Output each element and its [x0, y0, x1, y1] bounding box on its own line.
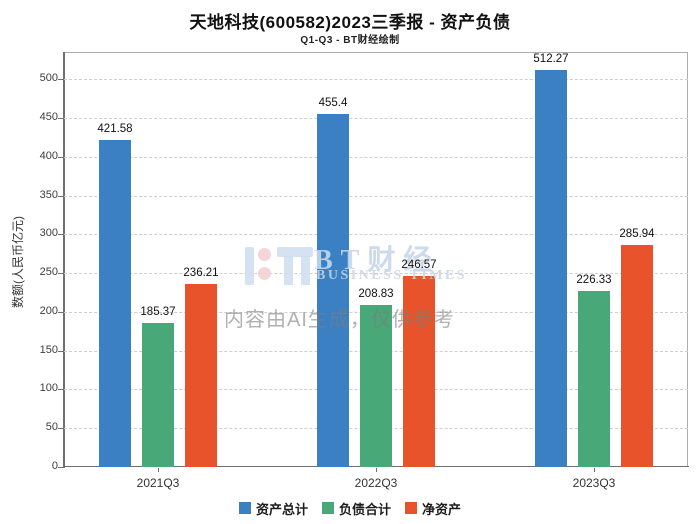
bar	[317, 113, 349, 467]
y-tick-label: 150	[39, 343, 58, 356]
bar-value-label: 246.57	[401, 258, 437, 271]
y-tick-label: 250	[39, 266, 58, 279]
y-tick-label: 300	[39, 227, 58, 240]
bar-value-label: 421.58	[97, 122, 133, 135]
bar-value-label: 236.21	[183, 266, 219, 279]
y-tick-mark	[58, 389, 63, 391]
y-tick-label: 0	[51, 460, 58, 472]
legend-label: 资产总计	[255, 501, 308, 517]
y-tick-label: 50	[45, 421, 58, 434]
legend-label: 负债合计	[338, 501, 391, 517]
bar-value-label: 226.33	[576, 274, 612, 287]
y-tick-label: 350	[39, 188, 58, 201]
chart-subtitle: Q1-Q3 - BT财经绘制	[300, 35, 400, 46]
y-tick-mark	[58, 195, 63, 197]
x-tick-mark	[158, 468, 159, 472]
bar	[578, 291, 610, 467]
bar-value-label: 185.37	[140, 306, 176, 319]
y-tick-label: 500	[39, 72, 58, 85]
bar-value-label: 285.94	[619, 228, 655, 241]
x-category-label: 2021Q3	[136, 476, 180, 490]
y-tick-mark	[58, 273, 63, 275]
gridline	[64, 234, 688, 236]
y-tick-mark	[58, 79, 63, 81]
y-tick-mark	[58, 156, 63, 158]
x-category-label: 2023Q3	[572, 476, 616, 490]
bar	[185, 283, 217, 467]
bar	[403, 275, 435, 467]
y-tick-mark	[58, 467, 63, 468]
bar	[99, 139, 131, 467]
bar-value-label: 455.4	[318, 96, 348, 109]
x-tick-mark	[376, 468, 377, 472]
gridline	[64, 195, 688, 197]
bar	[535, 69, 567, 467]
y-tick-mark	[58, 117, 63, 119]
chart-title: 天地科技(600582)2023三季报 - 资产负债	[189, 13, 511, 32]
gridline	[64, 156, 688, 158]
y-tick-label: 200	[39, 304, 58, 317]
legend-item: 负债合计	[321, 499, 391, 518]
y-tick-label: 450	[39, 110, 58, 123]
bar	[621, 245, 653, 467]
bar	[360, 305, 392, 467]
bar-value-label: 512.27	[533, 52, 569, 65]
legend-swatch	[321, 502, 334, 514]
gridline	[64, 117, 688, 119]
legend-item: 资产总计	[238, 499, 308, 518]
x-category-label: 2022Q3	[354, 476, 398, 490]
legend: 资产总计 负债合计 净资产	[0, 497, 700, 519]
y-tick-mark	[58, 350, 63, 352]
legend-item: 净资产	[405, 499, 461, 518]
y-tick-label: 100	[39, 382, 58, 395]
bar	[142, 323, 174, 467]
legend-swatch	[405, 502, 417, 514]
legend-label: 净资产	[422, 501, 462, 517]
gridline	[64, 273, 688, 275]
y-axis-spine	[63, 52, 65, 468]
x-tick-mark	[594, 468, 595, 472]
y-tick-mark	[58, 311, 63, 313]
y-tick-mark	[58, 428, 63, 430]
gridline	[64, 79, 688, 81]
bar-value-label: 208.83	[358, 288, 394, 300]
y-tick-label: 400	[39, 149, 58, 162]
legend-swatch	[238, 502, 251, 514]
y-tick-mark	[58, 234, 63, 236]
